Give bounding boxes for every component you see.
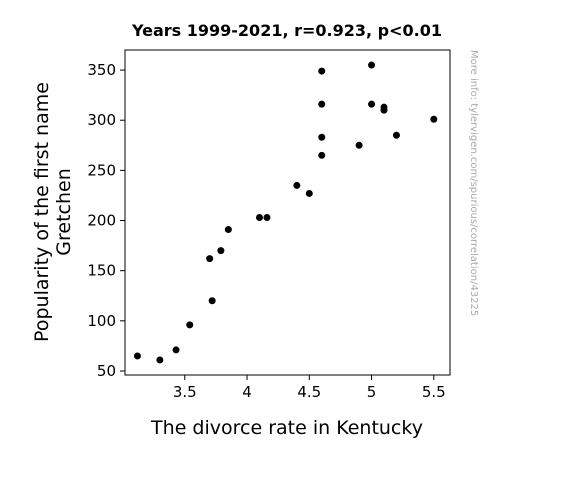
plot-area: [124, 49, 451, 376]
y-tick-label: 350: [87, 61, 116, 79]
data-point-17: [368, 61, 376, 69]
data-point-6: [217, 247, 225, 255]
x-axis-label: The divorce rate in Kentucky: [150, 417, 423, 439]
y-tick-label: 50: [97, 362, 116, 380]
data-point-10: [293, 181, 301, 189]
data-point-12: [318, 67, 326, 75]
data-point-18: [368, 100, 376, 108]
data-point-14: [318, 133, 326, 141]
x-tick-label: 3.5: [173, 383, 197, 401]
chart-title: Years 1999-2021, r=0.923, p<0.01: [131, 21, 442, 40]
data-point-9: [263, 214, 271, 222]
data-point-7: [224, 226, 232, 234]
data-point-2: [172, 346, 180, 354]
data-point-15: [318, 151, 326, 159]
data-point-0: [133, 352, 141, 360]
y-tick-label: 100: [87, 312, 116, 330]
y-tick-label: 250: [87, 161, 116, 179]
y-tick-label: 300: [87, 111, 116, 129]
y-axis-label-line-2: Gretchen: [53, 168, 75, 255]
data-point-8: [255, 214, 263, 222]
x-tick-label: 4: [242, 383, 252, 401]
x-tick-label: 5.5: [422, 383, 446, 401]
data-point-4: [206, 255, 214, 263]
data-point-22: [430, 115, 438, 123]
data-point-20: [380, 106, 388, 114]
source-watermark: More info: tylervigen.com/spurious/corre…: [468, 50, 479, 316]
y-axis: 50 100 150 200 250 300 350: [87, 61, 125, 380]
x-axis: 3.5 4 4.5 5 5.5: [173, 375, 446, 401]
x-tick-label: 4.5: [297, 383, 321, 401]
data-point-5: [208, 297, 216, 305]
y-tick-label: 200: [87, 212, 116, 230]
data-point-13: [318, 100, 326, 108]
data-point-21: [392, 131, 400, 139]
data-point-11: [305, 189, 313, 197]
data-point-3: [186, 321, 194, 329]
data-points: [133, 61, 438, 364]
y-axis-label-line-1: Popularity of the first name: [31, 82, 53, 342]
x-tick-label: 5: [367, 383, 377, 401]
data-point-1: [156, 356, 164, 364]
y-tick-label: 150: [87, 262, 116, 280]
data-point-16: [355, 141, 363, 149]
y-axis-label: Popularity of the first name Gretchen: [31, 82, 75, 342]
